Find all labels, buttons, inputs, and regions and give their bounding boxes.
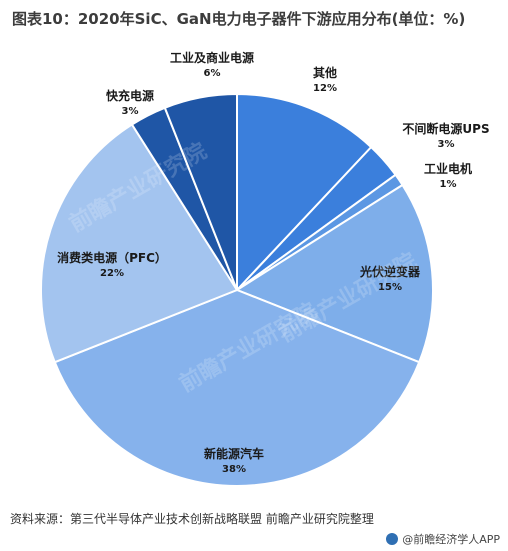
slice-label-0: 其他 bbox=[313, 65, 337, 80]
slice-value-2: 1% bbox=[440, 179, 457, 190]
chart-title: 图表10：2020年SiC、GaN电力电子器件下游应用分布(单位：%) bbox=[12, 10, 466, 28]
source-note: 资料来源：第三代半导体产业技术创新战略联盟 前瞻产业研究院整理 bbox=[10, 512, 374, 526]
slice-label-6: 快充电源 bbox=[106, 88, 154, 103]
slice-value-3: 15% bbox=[378, 282, 402, 293]
slice-value-6: 3% bbox=[122, 106, 139, 117]
brand-credit: @前瞻经济学人APP bbox=[386, 531, 500, 547]
slice-value-5: 22% bbox=[100, 268, 124, 279]
slice-label-2: 工业电机 bbox=[424, 161, 472, 176]
pie-slice-3 bbox=[234, 183, 434, 364]
pie-slice-0 bbox=[236, 92, 373, 293]
slice-value-1: 3% bbox=[438, 139, 455, 150]
slice-value-0: 12% bbox=[313, 83, 337, 94]
slice-value-4: 38% bbox=[222, 464, 246, 475]
slice-label-1: 不间断电源UPS bbox=[402, 121, 489, 136]
slice-label-7: 工业及商业电源 bbox=[170, 50, 254, 65]
pie-slice-4 bbox=[53, 288, 421, 487]
slice-label-5: 消费类电源（PFC） bbox=[57, 250, 167, 265]
slice-label-4: 新能源汽车 bbox=[204, 446, 264, 461]
slice-value-7: 6% bbox=[204, 68, 221, 79]
pie-slice-7 bbox=[163, 92, 238, 291]
pie-slice-5 bbox=[40, 123, 239, 364]
brand-text: @前瞻经济学人APP bbox=[402, 533, 500, 546]
brand-logo-icon bbox=[386, 533, 399, 545]
slice-label-3: 光伏逆变器 bbox=[359, 264, 421, 279]
